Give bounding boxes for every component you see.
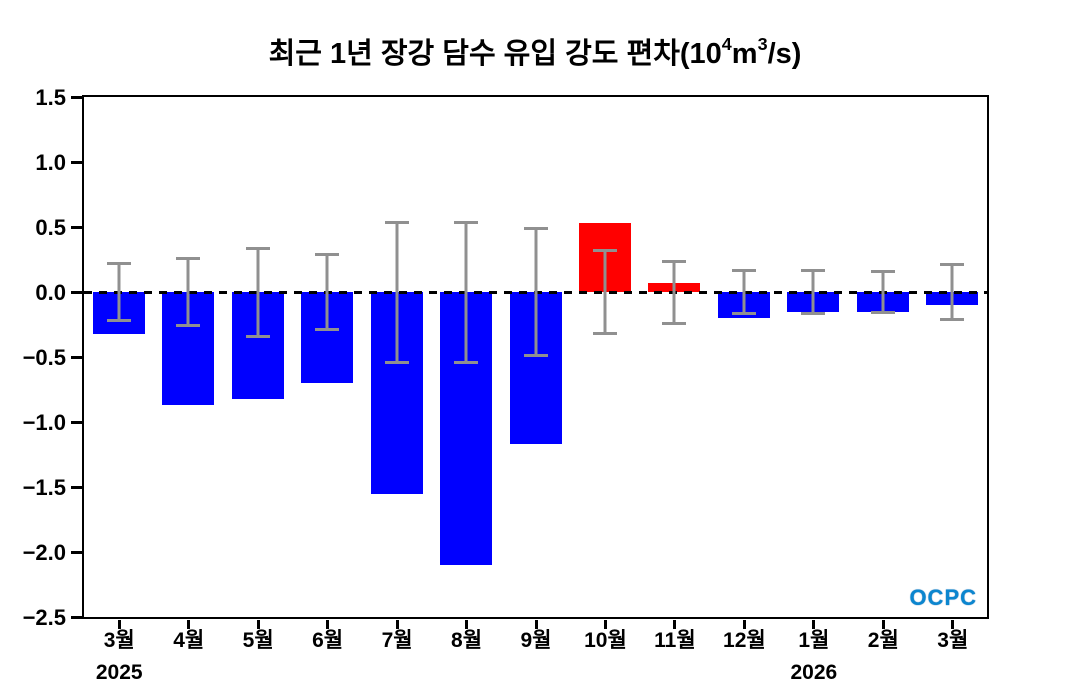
x-tick-label: 1월 <box>798 629 830 652</box>
y-tick <box>71 616 82 619</box>
error-bar-4월 <box>176 256 201 328</box>
x-year-label: 2026 <box>790 661 838 684</box>
x-tick-label: 4월 <box>173 629 205 652</box>
y-tick-label: 0.5 <box>35 214 66 240</box>
x-tick-label: 12월 <box>723 629 766 652</box>
error-bar-8월 <box>454 220 479 364</box>
error-bar-1월 <box>801 268 826 316</box>
plot-area: OCPC <box>82 95 989 619</box>
error-bar-9월 <box>523 227 548 357</box>
ocpc-logo: OCPC <box>909 585 977 610</box>
error-bar-11월 <box>662 259 687 325</box>
y-tick <box>71 551 82 554</box>
y-tick <box>71 421 82 424</box>
y-tick-label: 1.0 <box>35 149 66 175</box>
y-tick-label: −2.0 <box>22 539 66 565</box>
x-tick <box>603 620 607 629</box>
x-tick <box>117 620 121 629</box>
error-bar-6월 <box>315 253 340 331</box>
x-year-label: 2025 <box>95 661 143 684</box>
x-tick <box>465 620 469 629</box>
chart-title-text: 최근 1년 장강 담수 유입 강도 편차(10 <box>268 38 722 70</box>
x-tick <box>187 620 191 629</box>
y-tick-label: −2.5 <box>22 604 66 630</box>
x-tick-label: 6월 <box>312 629 344 652</box>
y-tick-label: 0.0 <box>35 279 66 305</box>
y-tick <box>71 96 82 99</box>
x-tick <box>951 620 955 629</box>
x-tick-label: 10월 <box>584 629 627 652</box>
y-tick <box>71 161 82 164</box>
y-tick-label: −1.0 <box>22 409 66 435</box>
x-tick-label: 3월 <box>103 629 135 652</box>
x-tick-label: 5월 <box>242 629 274 652</box>
x-tick <box>395 620 399 629</box>
error-bar-3월 <box>940 263 965 321</box>
chart-title-unit-s: /s) <box>767 38 802 70</box>
x-tick <box>742 620 746 629</box>
x-tick-label: 3월 <box>937 629 969 652</box>
error-bar-5월 <box>245 246 270 338</box>
x-tick <box>881 620 885 629</box>
y-tick-label: −1.5 <box>22 474 66 500</box>
x-tick <box>326 620 330 629</box>
y-tick-label: −0.5 <box>22 344 66 370</box>
chart-title-superscript-3: 3 <box>757 34 768 55</box>
chart-title-superscript-4: 4 <box>721 34 732 55</box>
x-tick-label: 11월 <box>654 629 696 652</box>
chart-title: 최근 1년 장강 담수 유입 강도 편차(104m3/s) <box>0 30 1070 72</box>
x-tick-label: 2월 <box>867 629 899 652</box>
y-tick <box>71 486 82 489</box>
error-bar-3월 <box>106 262 131 322</box>
y-tick <box>71 356 82 359</box>
error-bar-7월 <box>384 220 409 364</box>
x-tick <box>256 620 260 629</box>
chart-title-unit-m: m <box>731 38 758 70</box>
error-bar-10월 <box>592 249 617 335</box>
x-tick <box>673 620 677 629</box>
x-tick <box>534 620 538 629</box>
x-tick-label: 8월 <box>451 629 483 652</box>
error-bar-2월 <box>870 269 895 315</box>
y-tick <box>71 291 82 294</box>
x-tick <box>812 620 816 629</box>
y-tick <box>71 226 82 229</box>
x-tick-label: 7월 <box>381 629 413 652</box>
x-tick-label: 9월 <box>520 629 552 652</box>
y-tick-label: 1.5 <box>35 84 66 110</box>
error-bar-12월 <box>731 268 756 316</box>
